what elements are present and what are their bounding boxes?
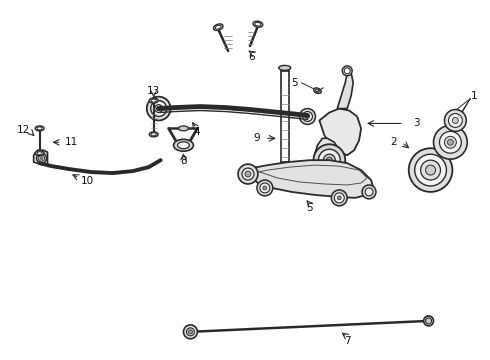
Circle shape — [342, 66, 352, 76]
Ellipse shape — [255, 22, 261, 26]
Circle shape — [447, 139, 453, 145]
Circle shape — [415, 154, 446, 186]
Text: 9: 9 — [254, 133, 260, 143]
Circle shape — [189, 330, 193, 334]
Circle shape — [326, 157, 332, 163]
Ellipse shape — [149, 98, 158, 103]
Text: 8: 8 — [180, 156, 187, 166]
Text: 2: 2 — [391, 137, 397, 147]
Circle shape — [279, 178, 291, 190]
Circle shape — [299, 109, 316, 125]
Ellipse shape — [35, 126, 44, 131]
Circle shape — [155, 105, 163, 113]
Polygon shape — [319, 109, 361, 155]
Circle shape — [444, 136, 456, 148]
Circle shape — [365, 188, 373, 196]
Circle shape — [40, 157, 43, 159]
Text: 12: 12 — [17, 125, 30, 135]
Text: 5: 5 — [291, 78, 298, 88]
Ellipse shape — [173, 139, 194, 151]
Text: 11: 11 — [65, 137, 78, 147]
Circle shape — [314, 144, 345, 176]
Circle shape — [147, 96, 171, 121]
Circle shape — [183, 325, 197, 339]
Circle shape — [187, 328, 195, 336]
Circle shape — [444, 109, 466, 131]
Circle shape — [157, 107, 161, 111]
Polygon shape — [246, 160, 374, 198]
Circle shape — [362, 185, 376, 199]
Text: 10: 10 — [81, 176, 94, 186]
Circle shape — [242, 168, 254, 180]
Circle shape — [151, 100, 167, 117]
Ellipse shape — [177, 142, 190, 149]
Circle shape — [318, 149, 340, 171]
Ellipse shape — [35, 151, 44, 156]
Circle shape — [260, 183, 270, 193]
Circle shape — [263, 186, 267, 190]
Ellipse shape — [279, 66, 291, 70]
Circle shape — [238, 164, 258, 184]
Ellipse shape — [151, 99, 156, 102]
Circle shape — [434, 125, 467, 159]
Ellipse shape — [37, 127, 42, 130]
Circle shape — [282, 181, 288, 187]
Ellipse shape — [149, 132, 158, 137]
Text: 1: 1 — [471, 91, 478, 101]
Ellipse shape — [178, 126, 189, 131]
Circle shape — [331, 190, 347, 206]
Circle shape — [452, 117, 458, 123]
Circle shape — [39, 155, 45, 161]
Text: 13: 13 — [147, 86, 160, 96]
Circle shape — [420, 160, 441, 180]
Polygon shape — [337, 73, 353, 109]
Circle shape — [302, 112, 313, 121]
Circle shape — [334, 193, 344, 203]
Circle shape — [440, 131, 461, 153]
Ellipse shape — [151, 133, 156, 136]
Circle shape — [344, 68, 350, 74]
Circle shape — [323, 154, 335, 166]
Ellipse shape — [214, 24, 223, 31]
Text: 5: 5 — [306, 203, 313, 213]
Text: 3: 3 — [414, 118, 420, 129]
Circle shape — [245, 171, 251, 177]
Circle shape — [37, 153, 47, 163]
Circle shape — [426, 165, 436, 175]
Text: 4: 4 — [193, 127, 200, 138]
Ellipse shape — [253, 21, 263, 27]
Circle shape — [426, 318, 432, 324]
Text: 7: 7 — [344, 336, 350, 346]
Ellipse shape — [215, 25, 221, 29]
Ellipse shape — [314, 88, 321, 94]
Circle shape — [306, 114, 310, 118]
Polygon shape — [34, 150, 48, 165]
Ellipse shape — [37, 152, 42, 155]
Circle shape — [448, 113, 462, 127]
Circle shape — [409, 148, 452, 192]
Circle shape — [257, 180, 273, 196]
Text: 6: 6 — [248, 52, 255, 62]
Circle shape — [424, 316, 434, 326]
Polygon shape — [315, 138, 341, 175]
Circle shape — [337, 196, 341, 200]
Ellipse shape — [316, 89, 319, 92]
